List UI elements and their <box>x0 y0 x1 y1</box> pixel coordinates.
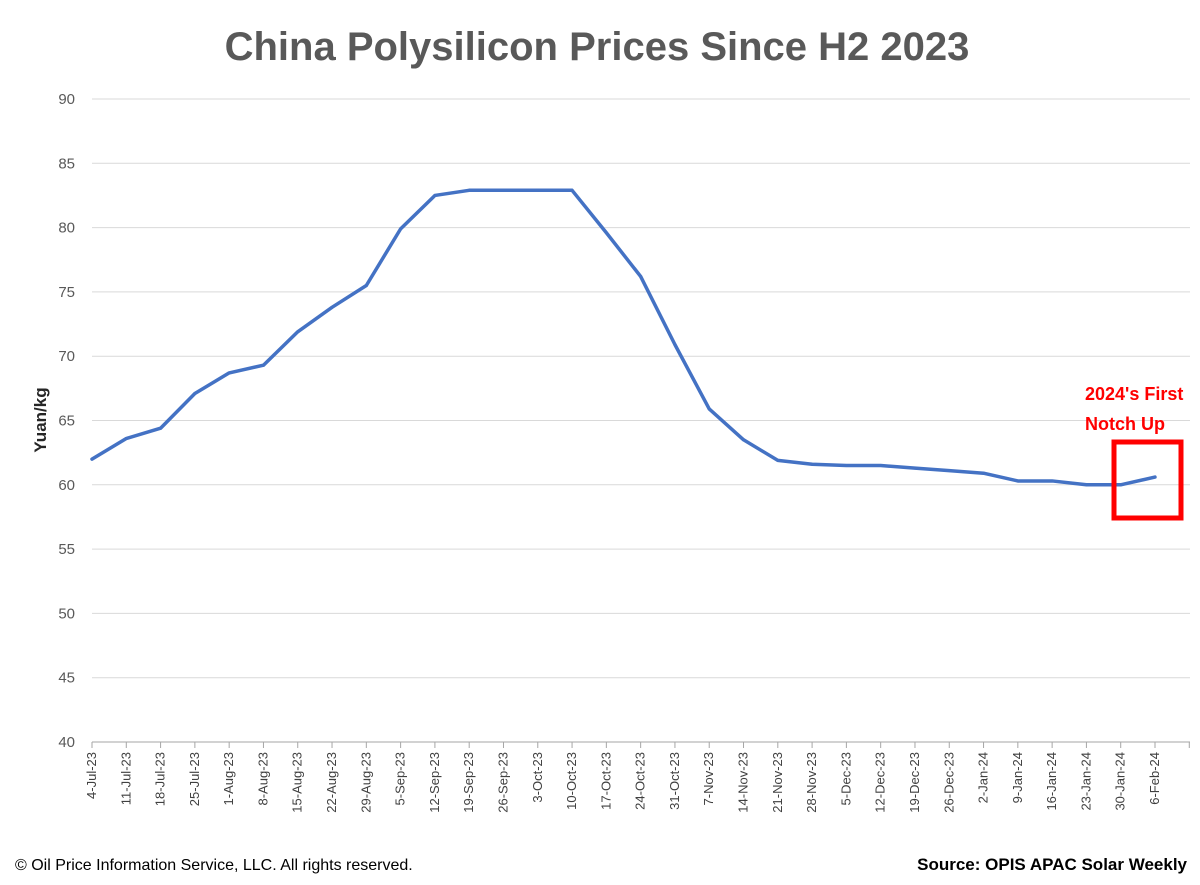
y-tick-label: 80 <box>58 220 75 237</box>
series-group <box>90 188 1157 487</box>
data-point <box>330 305 334 309</box>
data-point <box>296 330 300 334</box>
x-tick-label: 9-Jan-24 <box>1010 752 1025 803</box>
x-tick-label: 12-Sep-23 <box>427 752 442 813</box>
x-tick-label: 4-Jul-23 <box>84 752 99 799</box>
y-tick-label: 90 <box>58 91 75 108</box>
data-point <box>810 462 814 466</box>
data-point <box>1050 479 1054 483</box>
x-axis <box>91 741 1190 748</box>
annotation-line-1: 2024's First <box>1085 384 1183 404</box>
x-tick-label: 2-Jan-24 <box>976 752 991 803</box>
x-tick-label: 8-Aug-23 <box>255 752 270 805</box>
x-tick-label: 19-Dec-23 <box>907 752 922 813</box>
y-tick-label: 85 <box>58 155 75 172</box>
x-tick-label: 18-Jul-23 <box>153 752 168 806</box>
data-point <box>90 457 94 461</box>
x-tick-label: 7-Nov-23 <box>701 752 716 805</box>
x-tick-label: 22-Aug-23 <box>324 752 339 813</box>
data-point <box>604 231 608 235</box>
data-point <box>707 407 711 411</box>
x-tick-label: 19-Sep-23 <box>461 752 476 813</box>
data-point <box>399 227 403 231</box>
series-line-0 <box>90 188 1157 487</box>
data-point <box>159 426 163 430</box>
data-point <box>227 371 231 375</box>
x-axis-ticks: 4-Jul-23 11-Jul-23 18-Jul-23 25-Jul-23 1-Aug… <box>84 752 1162 813</box>
y-tick-label: 55 <box>58 541 75 558</box>
x-tick-label: 26-Sep-23 <box>495 752 510 813</box>
data-point <box>570 188 574 192</box>
x-tick-label: 15-Aug-23 <box>290 752 305 813</box>
data-point <box>193 391 197 395</box>
y-tick-label: 75 <box>58 284 75 301</box>
x-tick-label: 5-Sep-23 <box>393 752 408 805</box>
data-point <box>982 471 986 475</box>
x-tick-label: 16-Jan-24 <box>1044 752 1059 811</box>
data-point <box>673 343 677 347</box>
data-point <box>501 188 505 192</box>
y-tick-label: 70 <box>58 348 75 365</box>
data-point <box>1153 475 1157 479</box>
data-point <box>639 274 643 278</box>
x-tick-label: 1-Aug-23 <box>221 752 236 805</box>
data-point <box>947 469 951 473</box>
y-tick-label: 40 <box>58 734 75 751</box>
source-note: Source: OPIS APAC Solar Weekly <box>917 855 1187 874</box>
y-tick-label: 45 <box>58 670 75 687</box>
data-point <box>844 464 848 468</box>
copyright-note: © Oil Price Information Service, LLC. Al… <box>15 857 413 874</box>
y-tick-label: 60 <box>58 477 75 494</box>
x-tick-label: 5-Dec-23 <box>838 752 853 805</box>
x-tick-label: 31-Oct-23 <box>667 752 682 810</box>
y-tick-label: 65 <box>58 413 75 430</box>
x-tick-label: 30-Jan-24 <box>1113 752 1128 811</box>
data-point <box>1119 483 1123 487</box>
x-tick-label: 23-Jan-24 <box>1078 752 1093 811</box>
data-point <box>879 464 883 468</box>
data-point <box>433 193 437 197</box>
data-point <box>536 188 540 192</box>
y-tick-label: 50 <box>58 605 75 622</box>
data-point <box>742 438 746 442</box>
x-tick-label: 28-Nov-23 <box>804 752 819 813</box>
data-point <box>124 437 128 441</box>
data-point <box>1016 479 1020 483</box>
chart-title: China Polysilicon Prices Since H2 2023 <box>225 25 970 69</box>
data-point <box>776 458 780 462</box>
x-tick-label: 29-Aug-23 <box>358 752 373 813</box>
annotation-line-2: Notch Up <box>1085 414 1165 434</box>
x-tick-label: 6-Feb-24 <box>1147 752 1162 805</box>
data-point <box>1084 483 1088 487</box>
x-tick-label: 12-Dec-23 <box>873 752 888 813</box>
x-tick-label: 14-Nov-23 <box>736 752 751 813</box>
x-tick-label: 21-Nov-23 <box>770 752 785 813</box>
x-tick-label: 3-Oct-23 <box>530 752 545 803</box>
x-tick-label: 26-Dec-23 <box>941 752 956 813</box>
y-axis-ticks: 40 45 50 55 60 65 70 75 80 85 90 <box>58 91 75 751</box>
data-point <box>261 363 265 367</box>
data-point <box>913 466 917 470</box>
x-tick-label: 25-Jul-23 <box>187 752 202 806</box>
x-tick-label: 24-Oct-23 <box>633 752 648 810</box>
data-point <box>467 188 471 192</box>
x-tick-label: 17-Oct-23 <box>598 752 613 810</box>
data-point <box>364 283 368 287</box>
y-axis-label: Yuan/kg <box>31 387 50 452</box>
x-tick-label: 10-Oct-23 <box>564 752 579 810</box>
highlight-box <box>1111 439 1184 521</box>
x-tick-label: 11-Jul-23 <box>118 752 133 805</box>
gridlines <box>92 98 1190 679</box>
